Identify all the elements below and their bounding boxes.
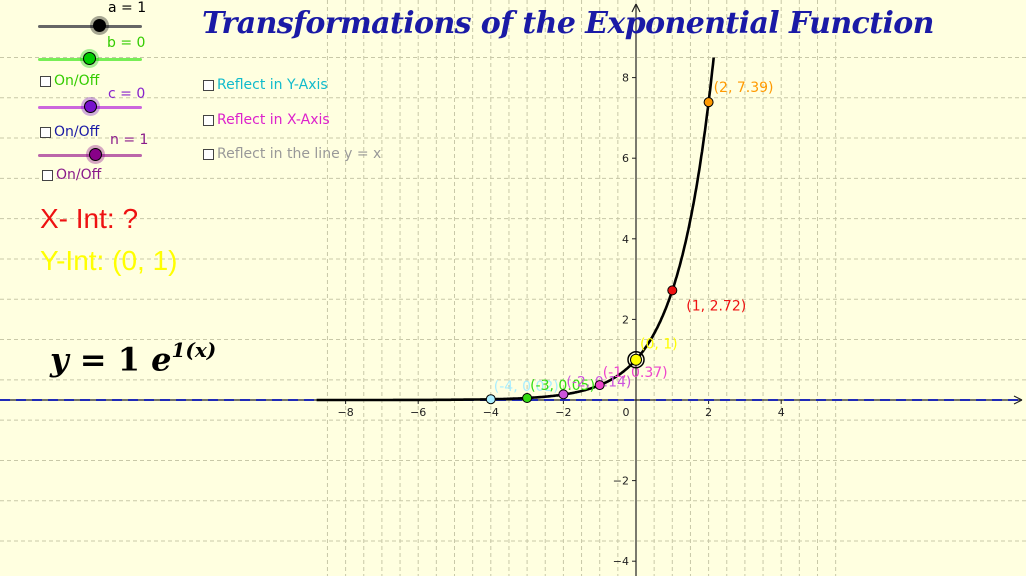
reflect-y-axis-label: Reflect in Y-Axis — [217, 77, 328, 93]
x-tick-label: 2 — [705, 406, 712, 419]
point-marker[interactable] — [594, 380, 605, 391]
equation-coefficient: 1 — [117, 340, 140, 379]
point-label: (1, 2.72) — [686, 298, 746, 314]
slider-n-knob[interactable] — [89, 148, 102, 161]
y-intercept-text: Y-Int: (0, 1) — [40, 245, 178, 276]
c-onoff-label: On/Off — [54, 124, 100, 140]
slider-b-label: b = 0 — [107, 35, 146, 51]
y-tick-label: 8 — [622, 72, 629, 85]
x-tick-label: −8 — [337, 406, 353, 419]
y-tick-label: −2 — [613, 475, 629, 488]
equation-exponent: 1(x) — [171, 338, 217, 362]
slider-c-knob[interactable] — [84, 100, 97, 113]
b-onoff-checkbox[interactable]: On/Off — [40, 73, 99, 89]
point-label: (2, 7.39) — [714, 80, 774, 96]
b-onoff-box[interactable] — [40, 75, 51, 87]
point-label: (0, 1) — [640, 337, 678, 353]
point-marker[interactable] — [558, 389, 569, 400]
y-tick-label: 4 — [622, 233, 629, 246]
reflect-x-axis-label: Reflect in X-Axis — [217, 112, 330, 128]
point-label: (-1, 0.37) — [603, 365, 668, 381]
reflect-y-axis-checkbox[interactable]: Reflect in Y-Axis — [203, 77, 328, 93]
point-marker[interactable] — [522, 392, 533, 403]
slider-c-label: c = 0 — [108, 86, 146, 102]
slider-a-label: a = 1 — [108, 0, 147, 16]
slider-a-knob[interactable] — [93, 19, 106, 32]
c-onoff-box[interactable] — [40, 126, 51, 138]
equation-equals: = — [79, 340, 107, 379]
b-onoff-label: On/Off — [54, 73, 100, 89]
x-tick-label: 4 — [778, 406, 785, 419]
x-tick-label: −6 — [410, 406, 426, 419]
reflect-line-label: Reflect in the line y = x — [217, 146, 382, 162]
function-curve[interactable] — [316, 57, 715, 402]
n-onoff-box[interactable] — [42, 169, 53, 181]
point-label: (-3, 0.05) — [530, 378, 595, 394]
x-intercept-text: X- Int: ? — [40, 203, 139, 234]
point-marker[interactable] — [630, 353, 642, 366]
reflect-x-axis-checkbox[interactable]: Reflect in X-Axis — [203, 112, 330, 128]
y-tick-label: −4 — [613, 555, 629, 568]
y-tick-label: 2 — [622, 313, 629, 326]
reflect-y-axis-box[interactable] — [203, 79, 214, 91]
x-tick-label: 0 — [623, 406, 630, 419]
reflect-line-checkbox[interactable]: Reflect in the line y = x — [203, 146, 381, 162]
equation-base: e — [151, 340, 172, 379]
c-onoff-checkbox[interactable]: On/Off — [40, 124, 99, 140]
page-title: Transformations of the Exponential Funct… — [202, 6, 934, 41]
function-equation: y = 1 e1(x) — [50, 338, 217, 379]
reflect-x-axis-box[interactable] — [203, 114, 214, 126]
slider-b-knob[interactable] — [83, 52, 96, 65]
point-marker[interactable] — [703, 97, 714, 108]
n-onoff-checkbox[interactable]: On/Off — [42, 167, 101, 183]
y-axis-arrow — [631, 3, 641, 13]
slider-n-label: n = 1 — [110, 132, 149, 148]
point-marker[interactable] — [667, 285, 678, 296]
x-axis-arrow — [1013, 395, 1023, 405]
x-tick-label: −2 — [555, 406, 571, 419]
n-onoff-label: On/Off — [56, 167, 102, 183]
slider-a-track[interactable] — [38, 25, 142, 28]
y-intercept-ring — [627, 350, 645, 369]
y-tick-label: 6 — [622, 152, 629, 165]
reflect-line-box[interactable] — [203, 148, 214, 160]
point-label: (-4, 0.02) — [494, 379, 559, 395]
equation-lhs: y — [50, 340, 69, 379]
x-tick-label: −4 — [483, 406, 499, 419]
point-marker[interactable] — [485, 394, 496, 405]
